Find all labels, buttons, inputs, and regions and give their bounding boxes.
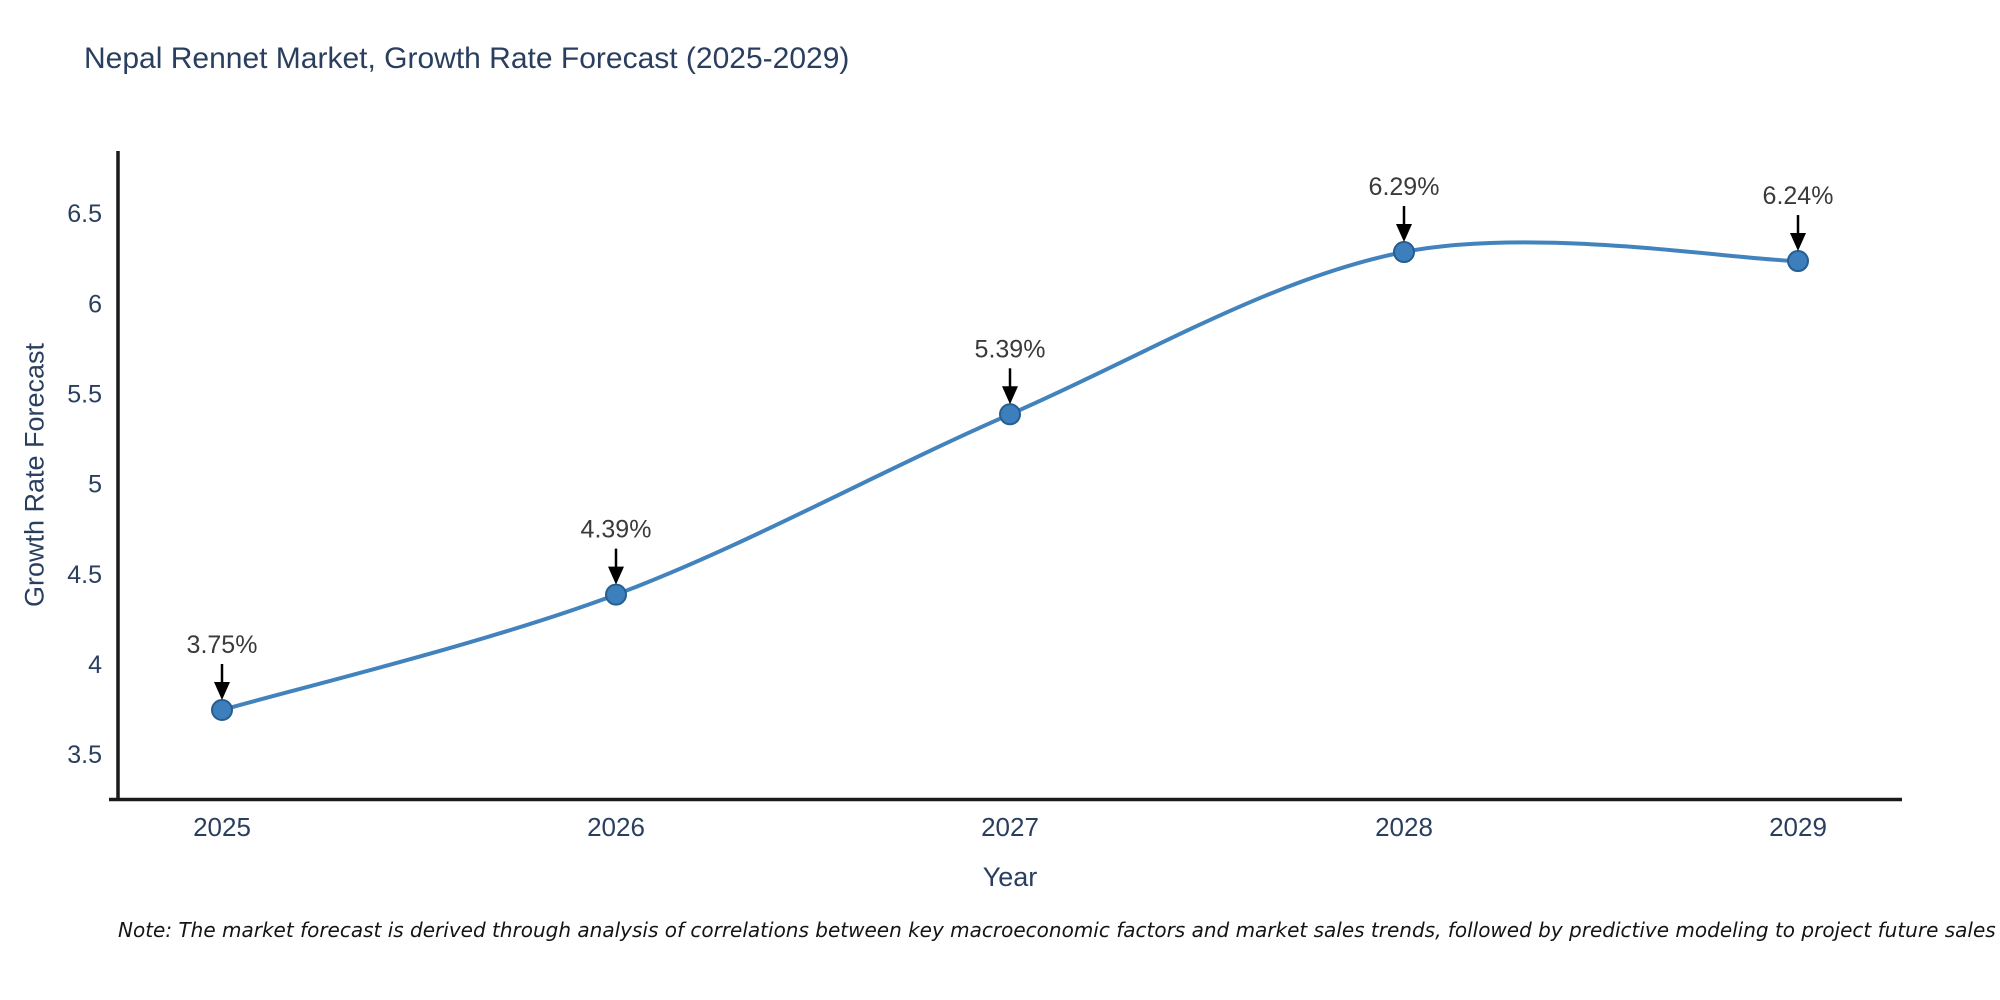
annotation-arrow-head <box>1396 224 1412 243</box>
annotation-arrow-head <box>1002 386 1018 405</box>
annotation-arrow-head <box>214 682 230 700</box>
x-tick-label: 2028 <box>1375 812 1433 842</box>
y-axis-title: Growth Rate Forecast <box>19 342 50 608</box>
data-point-marker[interactable] <box>999 403 1021 426</box>
data-point-marker[interactable] <box>1787 250 1809 273</box>
y-tick-label: 4 <box>88 651 102 679</box>
footnote: Note: The market forecast is derived thr… <box>118 918 1996 942</box>
y-tick-label: 4.5 <box>67 561 102 589</box>
annotation-arrow-head <box>1790 233 1806 252</box>
data-point-label: 5.39% <box>975 335 1046 363</box>
y-tick-label: 6 <box>88 290 102 318</box>
data-point-marker[interactable] <box>605 583 627 606</box>
y-tick-label: 5 <box>88 471 102 499</box>
chart-title: Nepal Rennet Market, Growth Rate Forecas… <box>84 42 850 75</box>
data-point-label: 6.29% <box>1369 173 1440 201</box>
x-tick-label: 2029 <box>1769 812 1827 842</box>
annotation-arrow-head <box>608 566 624 585</box>
data-point-marker[interactable] <box>1393 241 1415 264</box>
forecast-line <box>220 240 1800 712</box>
x-tick-label: 2025 <box>193 812 251 842</box>
data-point-marker[interactable] <box>211 699 233 721</box>
y-tick-label: 5.5 <box>67 380 102 408</box>
data-point-label: 6.24% <box>1763 182 1834 210</box>
data-point-label: 3.75% <box>187 631 258 659</box>
x-tick-label: 2027 <box>981 812 1039 842</box>
data-point-label: 4.39% <box>581 516 652 544</box>
y-tick-label: 6.5 <box>67 200 102 228</box>
x-tick-label: 2026 <box>587 812 645 842</box>
y-tick-label: 3.5 <box>67 741 102 769</box>
x-axis-title: Year <box>982 862 1038 892</box>
